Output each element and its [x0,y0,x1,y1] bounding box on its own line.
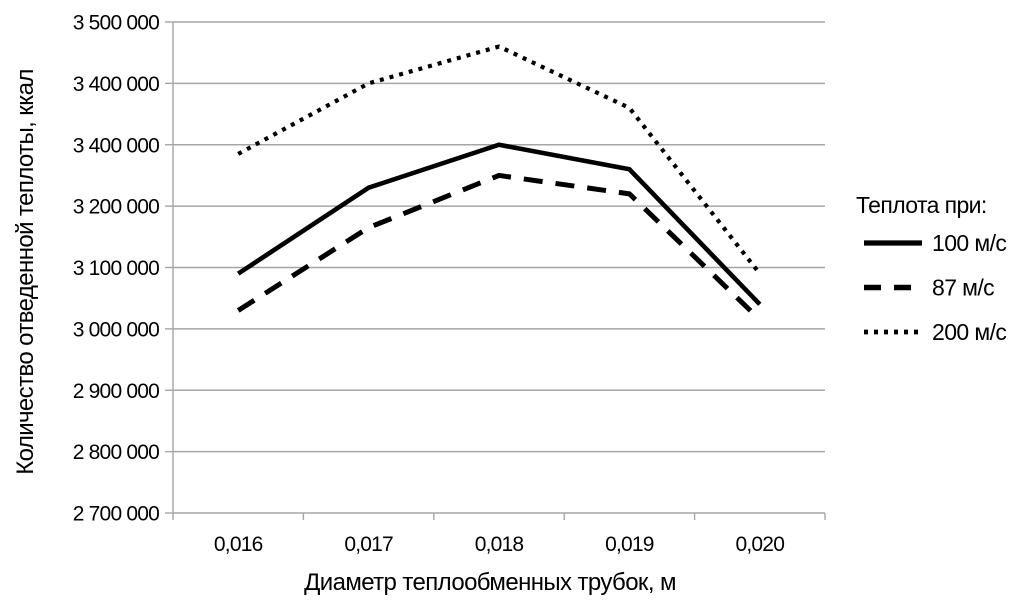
x-tick-label: 0,020 [736,533,785,556]
y-tick-label: 3 000 000 [73,318,159,341]
y-tick-label: 3 400 000 [73,73,159,96]
legend-label: 100 м/с [932,230,1006,256]
y-tick-label: 2 700 000 [73,503,159,526]
series-lines [236,44,762,322]
series-line-solid [236,142,762,306]
x-axis-title: Диаметр теплообменных трубок, м [304,569,676,596]
x-tick-label: 0,018 [475,533,524,556]
legend: Теплота при: 100 м/с 87 м/с 200 м/с [856,192,1007,345]
x-tick-label: 0,017 [344,533,393,556]
y-tick-label: 3 500 000 [73,12,159,35]
legend-label: 87 м/с [932,275,994,301]
legend-items: 100 м/с 87 м/с 200 м/с [864,230,1007,345]
legend-label: 200 м/с [932,319,1006,345]
x-tick-label: 0,016 [214,533,263,556]
y-tick-label: 2 800 000 [73,441,159,464]
gridlines [173,21,825,453]
series-line-dashed [236,172,762,322]
series-line-dotted [237,44,762,275]
y-tick-label: 3 200 000 [73,196,159,219]
y-tick-label: 2 900 000 [73,380,159,403]
legend-title: Теплота при: [856,192,987,218]
x-tick-label: 0,019 [605,533,654,556]
y-axis-title: Количество отведенной теплоты, ккал [12,69,39,475]
y-tick-label: 3 100 000 [73,257,159,280]
x-axis-ticks: 0,016 0,017 0,018 0,019 0,020 [172,513,826,556]
y-tick-label: 3 400 000 [73,134,159,157]
y-axis-ticks: 3 500 000 3 400 000 3 400 000 3 200 000 3 10… [73,12,173,526]
